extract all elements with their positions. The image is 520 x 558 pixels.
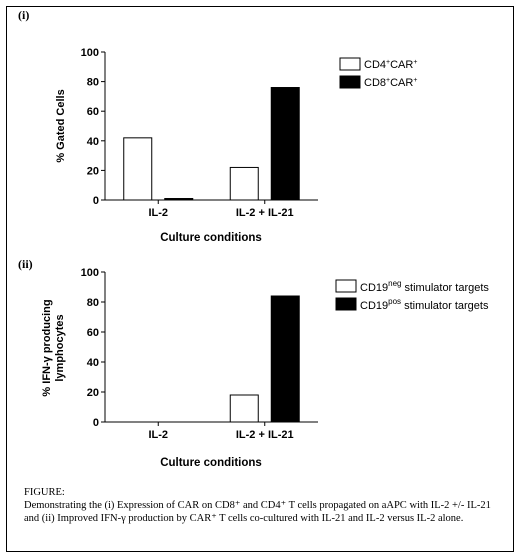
panel-i-label: (i) — [18, 8, 30, 22]
legend-swatch-cd4 — [339, 57, 361, 71]
caption-heading: FIGURE: — [24, 487, 65, 498]
x-axis-title: Culture conditions — [160, 457, 262, 469]
y-tick-label: 60 — [87, 327, 99, 339]
x-tick-label: IL-2 — [148, 429, 168, 441]
y-tick-label: 20 — [87, 165, 99, 177]
y-axis-title-line1: % IFN-γ producing — [41, 299, 53, 396]
legend: CD19neg stimulator targets CD19pos stimu… — [335, 279, 489, 312]
bar — [123, 137, 153, 201]
legend-swatch-cd8 — [339, 75, 361, 89]
caption-text: Demonstrating the (i) Expression of CAR … — [24, 500, 491, 524]
y-tick-label: 40 — [87, 357, 99, 369]
x-tick-label: IL-2 + IL-21 — [236, 207, 294, 219]
y-tick-label: 0 — [93, 195, 99, 207]
y-axis-title: % Gated Cells — [55, 89, 67, 162]
y-tick-label: 0 — [93, 417, 99, 429]
y-tick-label: 20 — [87, 387, 99, 399]
chart-gated-cells: % Gated Cells Culture conditions CD4+CAR… — [55, 47, 417, 244]
x-tick-label: IL-2 — [148, 207, 168, 219]
bar — [229, 394, 259, 423]
y-tick-label: 40 — [87, 136, 99, 148]
figure-frame — [6, 6, 514, 552]
y-tick-label: 100 — [81, 47, 99, 59]
y-axis-title-line2: lymphocytes — [54, 314, 66, 381]
legend-swatch-cd19neg — [335, 279, 357, 293]
chart-ifn-gamma: % IFN-γ producing lymphocytes Culture co… — [41, 267, 489, 469]
legend-label-cd19neg: CD19neg stimulator targets — [360, 279, 489, 294]
legend-label-cd19pos: CD19pos stimulator targets — [360, 297, 489, 312]
y-tick-label: 80 — [87, 77, 99, 89]
legend-label-cd4: CD4+CAR+ — [364, 59, 417, 71]
y-tick-label: 80 — [87, 297, 99, 309]
bar — [270, 295, 300, 423]
figure-caption: FIGURE: Demonstrating the (i) Expression… — [24, 486, 504, 525]
legend: CD4+CAR+ CD8+CAR+ — [339, 57, 417, 89]
legend-swatch-cd19pos — [335, 297, 357, 311]
bar — [229, 166, 259, 201]
bar — [164, 198, 194, 201]
y-tick-label: 100 — [81, 267, 99, 279]
y-tick-label: 60 — [87, 106, 99, 118]
legend-label-cd8: CD8+CAR+ — [364, 77, 417, 89]
x-tick-label: IL-2 + IL-21 — [236, 429, 294, 441]
x-axis-title: Culture conditions — [160, 232, 262, 244]
panel-ii-label: (ii) — [18, 257, 33, 271]
bar — [270, 87, 300, 201]
